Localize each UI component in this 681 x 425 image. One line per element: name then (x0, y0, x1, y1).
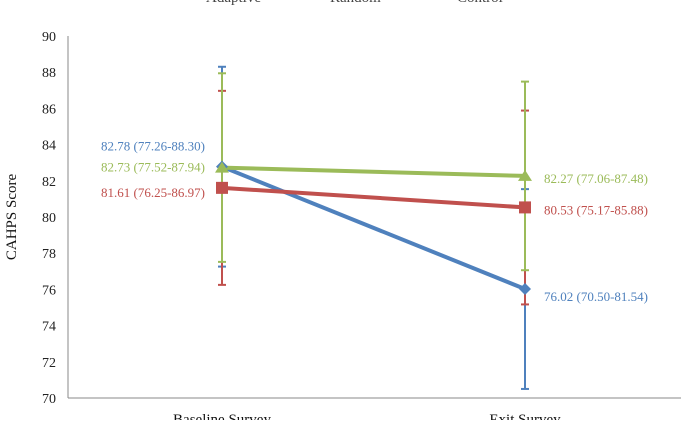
y-tick-label: 72 (42, 356, 56, 371)
data-label: 82.78 (77.26-88.30) (101, 139, 205, 154)
y-tick-label: 84 (42, 139, 56, 154)
legend-label: Control (457, 0, 503, 6)
x-tick-label: Baseline Survey (173, 412, 271, 420)
random-marker (216, 181, 228, 194)
control-marker (215, 161, 229, 173)
data-labels: 82.78 (77.26-88.30) 76.02 (70.50-81.54) 81… (101, 139, 648, 304)
y-axis-title: CAHPS Score (4, 174, 20, 261)
x-tick-labels: Baseline Survey Exit Survey (173, 412, 561, 425)
y-tick-label: 90 (42, 30, 56, 45)
legend: Adaptive Random Control (206, 0, 503, 6)
control-marker (518, 169, 532, 181)
data-label: 82.27 (77.06-87.48) (544, 171, 648, 186)
y-tick-label: 76 (42, 283, 56, 298)
series-lines (221, 164, 526, 291)
y-tick-label: 74 (42, 320, 56, 335)
y-tick-label: 78 (42, 247, 56, 262)
series-line-control (221, 165, 526, 178)
data-label: 82.73 (77.52-87.94) (101, 160, 205, 175)
series-line-random (221, 185, 526, 210)
legend-label: Random (330, 0, 381, 6)
series-line-adaptive (221, 164, 526, 291)
y-tick-label: 80 (42, 211, 56, 226)
legend-label: Adaptive (206, 0, 261, 6)
series-markers (215, 160, 532, 296)
y-tick-label: 88 (42, 66, 56, 81)
random-marker (519, 201, 531, 214)
data-label: 81.61 (76.25-86.97) (101, 185, 205, 200)
axes (67, 36, 681, 399)
y-tick-label: 70 (42, 392, 56, 407)
adaptive-marker (519, 283, 531, 296)
data-label: 80.53 (75.17-85.88) (544, 202, 648, 217)
y-tick-label: 82 (42, 175, 56, 190)
y-tick-labels: 70 72 74 76 78 80 82 84 86 88 90 (42, 30, 56, 407)
x-tick-label: Exit Survey (489, 412, 561, 420)
y-tick-label: 86 (42, 102, 56, 117)
data-label: 76.02 (70.50-81.54) (544, 289, 648, 304)
